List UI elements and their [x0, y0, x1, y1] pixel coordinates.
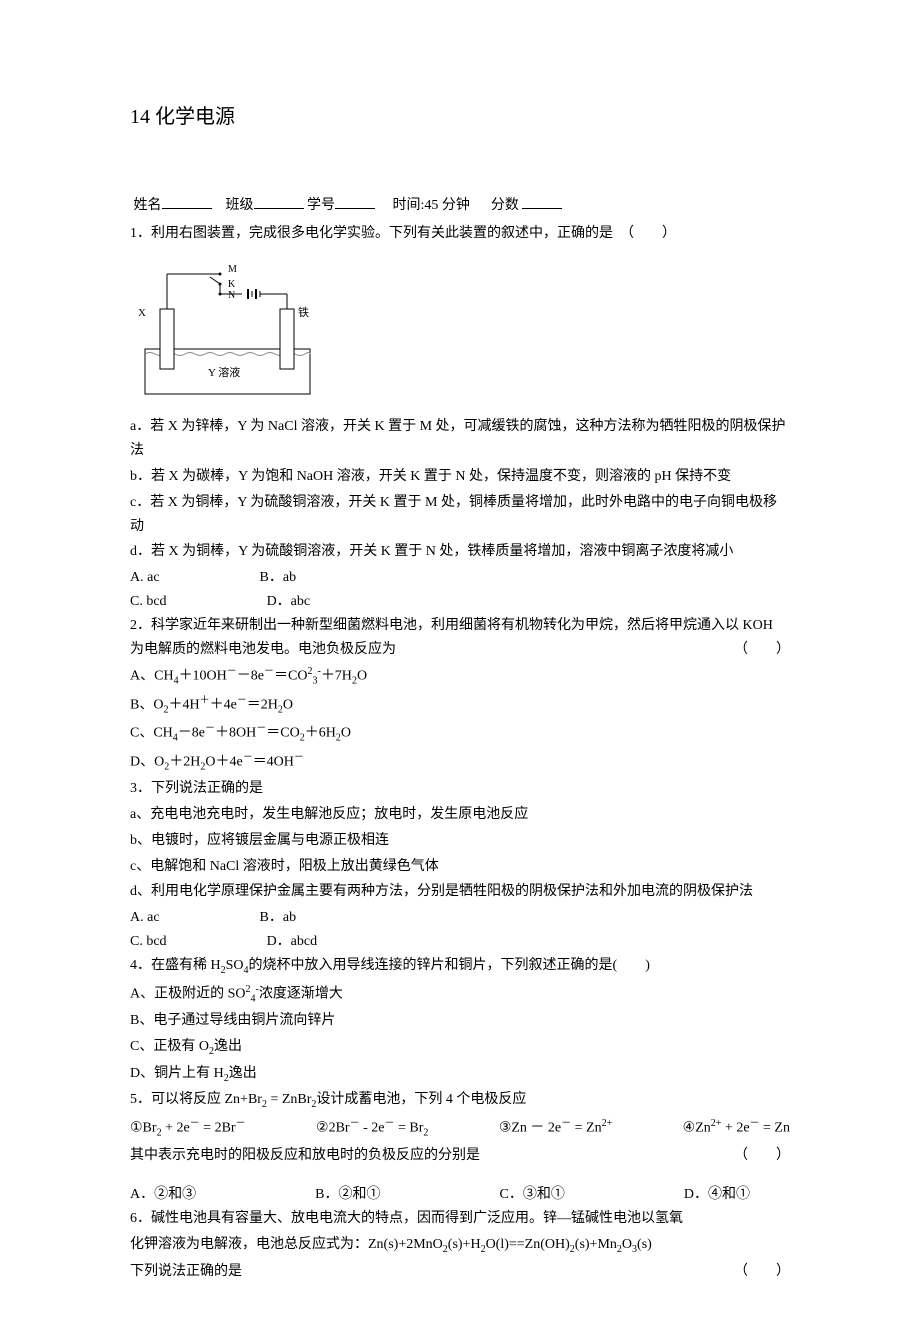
q3-optB: B．ab — [260, 906, 297, 930]
q6-line3: 下列说法正确的是 （ ） — [130, 1260, 790, 1284]
q5-stem: 5．可以将反应 Zn+Br2 = ZnBr2设计成蓄电池，下列 4 个电极反应 — [130, 1088, 790, 1113]
q1-d: d．若 X 为铜棒，Y 为硫酸铜溶液，开关 K 置于 N 处，铁棒质量将增加，溶… — [130, 540, 790, 564]
q1-optB: B．ab — [260, 566, 297, 590]
circuit-diagram: M K N X 铁 Y 溶液 — [130, 254, 790, 408]
q2-B: B、O2＋4H＋＋4e－＝2H2O — [130, 692, 790, 718]
q4-C: C、正极有 O2逸出 — [130, 1035, 790, 1060]
q3-a: a、充电电池充电时，发生电解池反应；放电时，发生原电池反应 — [130, 803, 790, 827]
q6-line2: 化钾溶液为电解液，电池总反应式为：Zn(s)+2MnO2(s)+H2O(l)==… — [130, 1233, 790, 1258]
q5-paren: （ ） — [734, 1144, 790, 1168]
time-label: 时间:45 分钟 — [393, 198, 470, 213]
q2-stem: 2．科学家近年来研制出一种新型细菌燃料电池，利用细菌将有机物转化为甲烷，然后将甲… — [130, 614, 790, 662]
q3-optC: C. bcd — [130, 930, 167, 954]
q2-D: D、O2＋2H2O＋4e－＝4OH－ — [130, 749, 790, 775]
q6-line1: 6．碱性电池具有容量大、放电电流大的特点，因而得到广泛应用。锌—锰碱性电池以氢氧 — [130, 1207, 790, 1231]
q5-optD: D．④和① — [684, 1183, 750, 1207]
q3-stem: 3．下列说法正确的是 — [130, 777, 790, 801]
fe-label: 铁 — [298, 306, 309, 319]
q1-a: a．若 X 为锌棒，Y 为 NaCl 溶液，开关 K 置于 M 处，可减缓铁的腐… — [130, 415, 790, 463]
q4-D: D、铜片上有 H2逸出 — [130, 1062, 790, 1087]
q4-A: A、正极附近的 SO24-浓度逐渐增大 — [130, 981, 790, 1007]
q2-C: C、CH4－8e－＋8OH－＝CO2＋6H2O — [130, 720, 790, 746]
q5-options: A．②和③ B．②和① C．③和① D．④和① — [130, 1183, 790, 1207]
q3-c: c、电解饱和 NaCl 溶液时，阳极上放出黄绿色气体 — [130, 855, 790, 879]
q5-reactions: ①Br2 + 2e－ = 2Br－ ②2Br－ - 2e－ = Br2 ③Zn … — [130, 1115, 790, 1141]
q2-A: A、CH4＋10OH－－8e－＝CO23-＋7H2O — [130, 663, 790, 689]
class-label: 班级 — [226, 198, 254, 213]
n-label: N — [228, 290, 235, 301]
q3-d: d、利用电化学原理保护金属主要有两种方法，分别是牺牲阳极的阴极保护法和外加电流的… — [130, 880, 790, 904]
x-label: X — [138, 307, 146, 319]
q5-optB: B．②和① — [315, 1183, 380, 1207]
q3-optD: D．abcd — [267, 930, 318, 954]
m-label: M — [228, 264, 237, 275]
q1-c: c．若 X 为铜棒，Y 为硫酸铜溶液，开关 K 置于 M 处，铜棒质量将增加，此… — [130, 491, 790, 539]
score-label: 分数 — [491, 198, 519, 213]
q6-paren: （ ） — [734, 1260, 790, 1284]
q5-optC: C．③和① — [500, 1183, 565, 1207]
solution-label: Y 溶液 — [208, 365, 240, 379]
q5-optA: A．②和③ — [130, 1183, 196, 1207]
k-label: K — [228, 279, 236, 290]
q1-optA: A. ac — [130, 566, 160, 590]
q3-b: b、电镀时，应将镀层金属与电源正极相连 — [130, 829, 790, 853]
q2-stem-text: 2．科学家近年来研制出一种新型细菌燃料电池，利用细菌将有机物转化为甲烷，然后将甲… — [130, 618, 773, 657]
q1-optC: C. bcd — [130, 590, 167, 614]
student-info-line: 姓名 班级 学号 时间:45 分钟 分数 — [130, 194, 790, 218]
q1-stem: 1．利用右图装置，完成很多电化学实验。下列有关此装置的叙述中，正确的是 （ ） — [130, 222, 790, 246]
document-title: 14 化学电源 — [130, 100, 790, 134]
id-label: 学号 — [307, 198, 335, 213]
q5-line3: 其中表示充电时的阳极反应和放电时的负极反应的分别是 （ ） — [130, 1144, 790, 1168]
q4-B: B、电子通过导线由铜片流向锌片 — [130, 1009, 790, 1033]
q2-paren: （ ） — [734, 638, 790, 662]
q3-optA: A. ac — [130, 906, 160, 930]
q1-b: b．若 X 为碳棒，Y 为饱和 NaOH 溶液，开关 K 置于 N 处，保持温度… — [130, 465, 790, 489]
q4-stem: 4．在盛有稀 H2SO4的烧杯中放入用导线连接的锌片和铜片，下列叙述正确的是( … — [130, 954, 790, 979]
q1-optD: D．abc — [267, 590, 311, 614]
name-label: 姓名 — [134, 198, 162, 213]
